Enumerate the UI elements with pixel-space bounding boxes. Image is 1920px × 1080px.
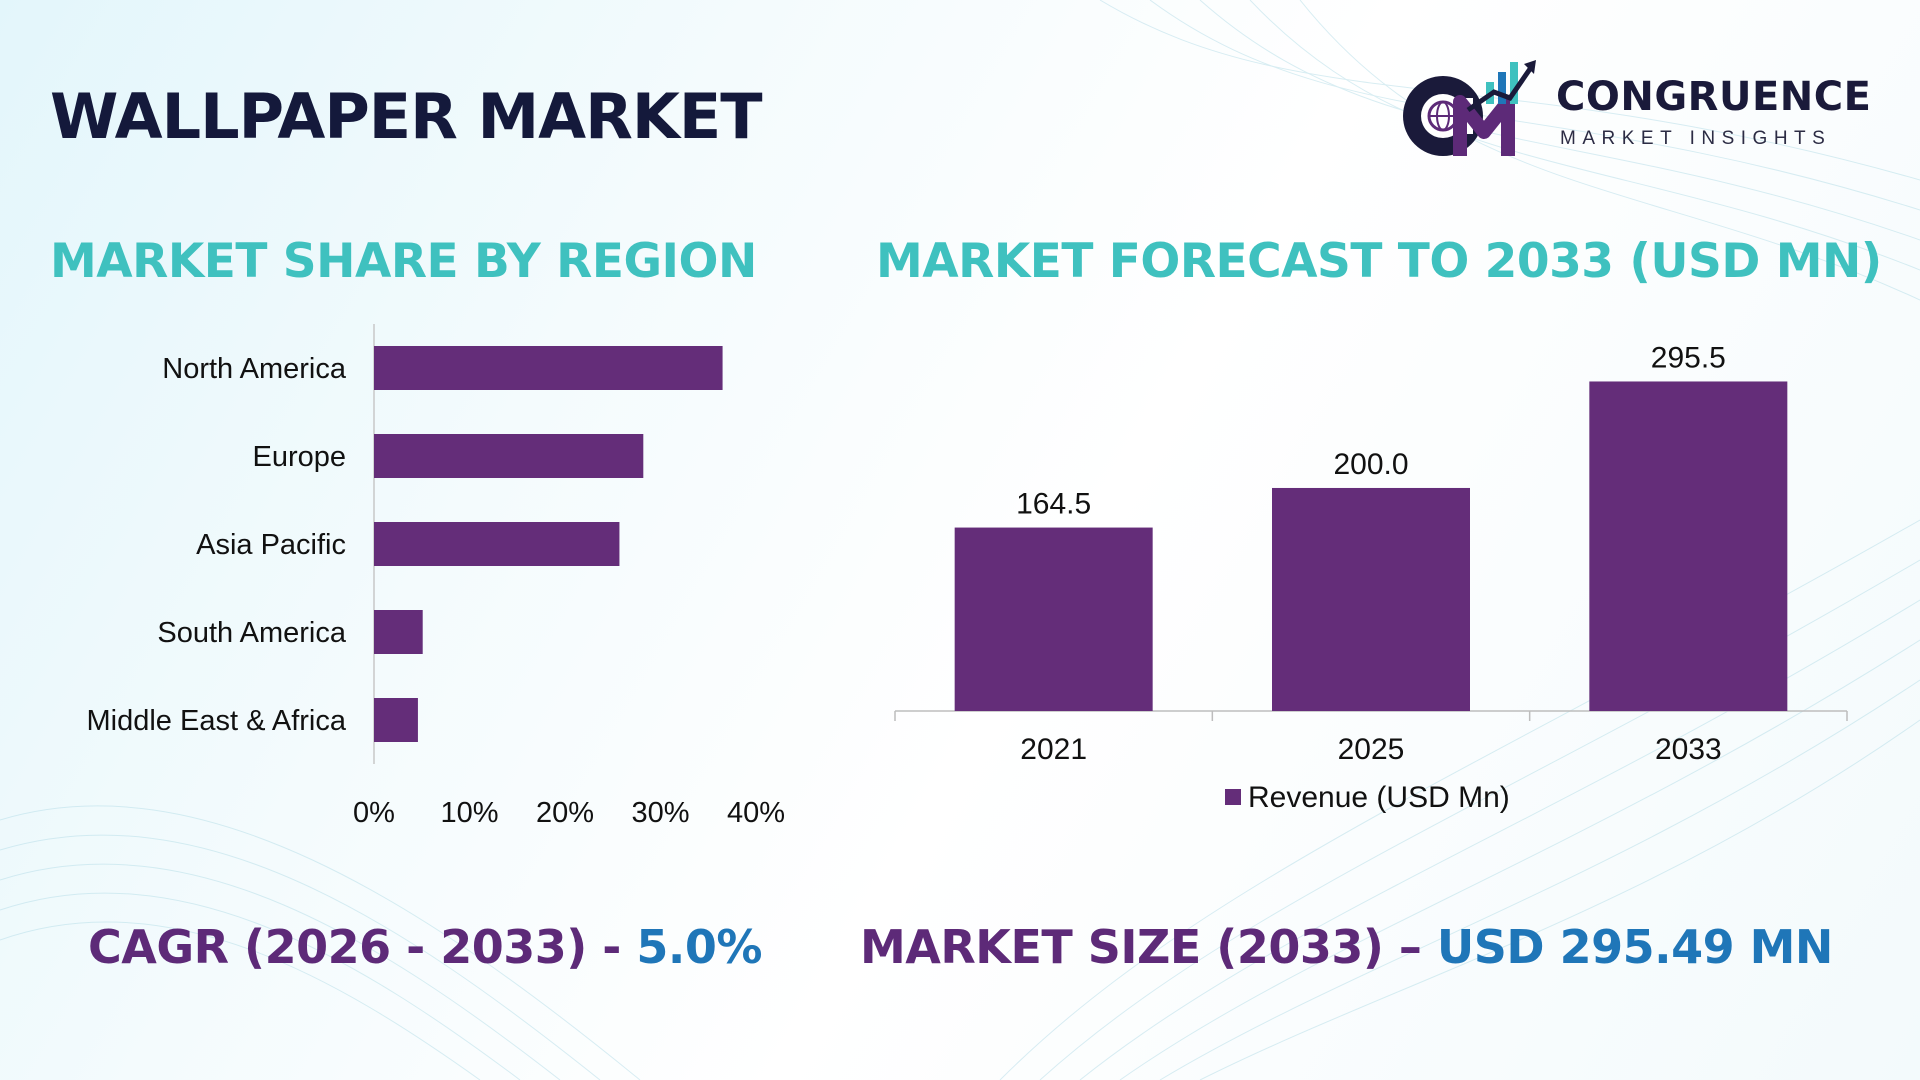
forecast-bar — [1589, 381, 1788, 711]
logo-name: CONGRUENCE — [1556, 74, 1872, 120]
forecast-category-label: 2025 — [1338, 733, 1405, 766]
forecast-data-label: 295.5 — [1651, 341, 1726, 374]
region-label: South America — [157, 617, 346, 649]
forecast-bar — [954, 527, 1153, 711]
region-tick-label: 20% — [536, 797, 594, 829]
forecast-title: MARKET FORECAST TO 2033 (USD MN) — [876, 234, 1882, 289]
market-size-stat: MARKET SIZE (2033) – USD 295.49 MN — [860, 920, 1833, 974]
region-bar — [374, 698, 418, 742]
region-bar — [374, 522, 620, 566]
region-label: North America — [162, 353, 347, 385]
region-bar — [374, 346, 723, 390]
forecast-bar — [1272, 487, 1470, 711]
cagr-value: 5.0% — [636, 920, 762, 974]
cagr-stat: CAGR (2026 - 2033) - 5.0% — [88, 920, 762, 974]
market-size-label: MARKET SIZE (2033) – — [860, 920, 1437, 974]
region-tick-label: 30% — [631, 797, 689, 829]
market-size-value: USD 295.49 MN — [1436, 920, 1833, 974]
cagr-label: CAGR (2026 - 2033) - — [88, 920, 637, 974]
region-label: Middle East & Africa — [87, 705, 347, 737]
page-title: WALLPAPER MARKET — [50, 80, 763, 153]
region-label: Europe — [252, 441, 346, 473]
region-tick-label: 40% — [727, 797, 785, 829]
logo-tagline: MARKET INSIGHTS — [1560, 128, 1832, 149]
forecast-data-label: 200.0 — [1333, 448, 1408, 481]
legend-swatch — [1225, 789, 1241, 805]
forecast-chart: 164.5 2021 200.0 2025 295.5 2033 Revenue (USD … — [894, 341, 1848, 814]
region-tick-label: 10% — [440, 797, 498, 829]
forecast-category-label: 2033 — [1655, 733, 1722, 766]
forecast-data-label: 164.5 — [1016, 488, 1091, 521]
legend-label: Revenue (USD Mn) — [1248, 781, 1510, 814]
region-bar — [374, 610, 423, 654]
region-share-chart: North America Europe Asia Pacific South Ame… — [87, 324, 785, 829]
region-label: Asia Pacific — [196, 529, 346, 561]
region-bar — [374, 434, 644, 478]
forecast-category-label: 2021 — [1020, 733, 1087, 766]
region-share-title: MARKET SHARE BY REGION — [50, 234, 757, 289]
region-tick-label: 0% — [353, 797, 395, 829]
company-logo — [1398, 52, 1868, 164]
cmi-logo-icon — [1403, 60, 1536, 156]
